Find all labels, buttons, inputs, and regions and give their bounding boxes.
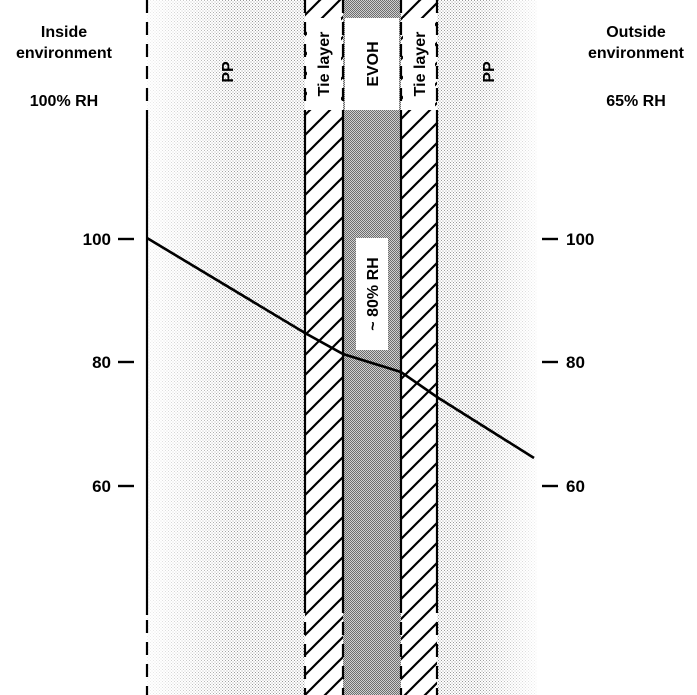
evoh-label-box xyxy=(345,18,399,110)
outside-title-line2: environment xyxy=(588,45,685,62)
outside-rh: 65% RH xyxy=(606,93,666,110)
right-tick-100: 100 xyxy=(566,230,594,249)
inside-title-line2: environment xyxy=(16,45,113,62)
tie-layer-left xyxy=(305,0,343,695)
tie-layer-right xyxy=(401,0,437,695)
inside-title-line1: Inside xyxy=(41,24,87,41)
humidity-profile-line xyxy=(146,236,535,460)
left-axis-ticks xyxy=(118,237,134,488)
evoh-note: ~ 80% RH xyxy=(365,257,382,330)
tie-left-label-box xyxy=(307,18,341,110)
left-tick-100: 100 xyxy=(83,230,111,249)
pp-right-label: PP xyxy=(481,61,498,83)
tie-right-label: Tie layer xyxy=(412,32,429,97)
evoh-note-box xyxy=(356,238,388,350)
left-tick-80: 80 xyxy=(92,353,111,372)
right-axis-ticks xyxy=(542,237,558,488)
inside-rh: 100% RH xyxy=(30,93,98,110)
evoh-label: EVOH xyxy=(365,41,382,86)
pp-left-fade xyxy=(147,0,237,695)
left-tick-60: 60 xyxy=(92,477,111,496)
right-tick-80: 80 xyxy=(566,353,585,372)
tie-right-label-box xyxy=(403,18,435,110)
pp-right-fade xyxy=(480,0,537,695)
layer-boundaries-dashed xyxy=(145,0,439,695)
outside-title-line1: Outside xyxy=(606,24,666,41)
tie-left-label: Tie layer xyxy=(316,32,333,97)
right-tick-60: 60 xyxy=(566,477,585,496)
pp-left-label: PP xyxy=(220,61,237,83)
